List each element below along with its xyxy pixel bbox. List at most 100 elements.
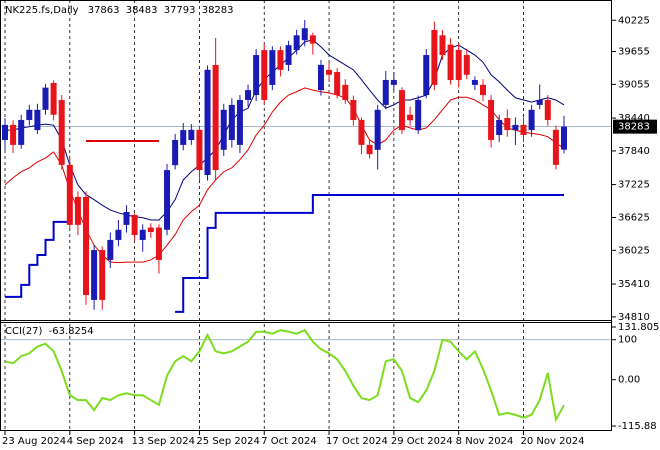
candle-body: [374, 109, 381, 150]
x-tick-label: 20 Nov 2024: [520, 436, 584, 447]
candle-body: [204, 69, 211, 176]
candle-body: [431, 29, 438, 85]
x-tick-label: 4 Sep 2024: [67, 436, 124, 447]
frame: [0, 0, 612, 431]
candle-body: [236, 99, 243, 145]
candle-body: [74, 196, 81, 225]
candle-body: [253, 55, 260, 96]
candle-body: [269, 50, 276, 85]
candle-body: [212, 64, 219, 171]
candle-body: [188, 129, 195, 140]
candle-body: [99, 250, 106, 300]
candle-body: [115, 229, 122, 240]
plot-layer: [2, 19, 567, 423]
y2-tick-label: -115.88: [618, 421, 657, 432]
candle-body: [123, 211, 130, 225]
candle-body: [488, 99, 495, 140]
candle-body: [544, 99, 551, 120]
candle-body: [447, 44, 454, 80]
header-close: 38283: [202, 5, 234, 16]
candle-body: [439, 35, 446, 56]
candle-body: [309, 35, 316, 44]
current-price-label: 38283: [618, 122, 650, 133]
y2-tick-label: 0.00: [618, 375, 640, 386]
candle-body: [415, 99, 422, 131]
candle-body: [34, 109, 41, 131]
candle-body: [155, 227, 162, 260]
candle-body: [496, 119, 503, 136]
indicator-title: CCI(27): [5, 326, 43, 337]
candle-body: [50, 82, 57, 115]
candle-body: [220, 109, 227, 150]
x-tick-label: 13 Sep 2024: [132, 436, 195, 447]
y-tick-label: 36625: [618, 212, 650, 223]
candle-body: [366, 144, 373, 155]
candle-body: [164, 170, 171, 230]
candle-body: [228, 104, 235, 140]
indicator-header: CCI(27) -63.8254: [5, 326, 94, 337]
candle-body: [301, 28, 308, 41]
y-tick-label: 39655: [618, 46, 650, 57]
x-tick-label: 29 Oct 2024: [391, 436, 453, 447]
y-tick-label: 40225: [618, 15, 650, 26]
candle-body: [342, 84, 349, 100]
candle-body: [277, 50, 284, 70]
candle-body: [10, 124, 17, 145]
candle-body: [561, 126, 567, 150]
moving-average: [5, 39, 565, 221]
y-tick-label: 38440: [618, 113, 650, 124]
header-low: 37793: [164, 5, 196, 16]
y-tick-label: 34810: [618, 312, 650, 323]
candle-body: [407, 114, 414, 121]
y2-tick-label: 131.805: [618, 322, 659, 333]
x-tick-label: 7 Oct 2024: [261, 436, 316, 447]
candle-body: [2, 124, 8, 140]
indicator-value: -63.8254: [49, 326, 94, 337]
candle-body: [285, 45, 292, 65]
y-tick-label: 39055: [618, 79, 650, 90]
candle-body: [317, 64, 324, 91]
candle-body: [455, 49, 462, 80]
candle-body: [58, 99, 65, 165]
header-high: 38483: [126, 5, 158, 16]
candle-body: [382, 79, 389, 105]
candle-body: [326, 69, 333, 75]
indicator-line: [4, 328, 565, 423]
candle-body: [107, 239, 114, 260]
candle-body: [42, 87, 49, 110]
candle-body: [293, 35, 300, 51]
symbol: NK225.fs,Daily: [5, 5, 79, 16]
candle-body: [245, 90, 252, 100]
candle-body: [471, 79, 478, 85]
candle-body: [536, 99, 543, 105]
x-tick-label: 25 Sep 2024: [196, 436, 259, 447]
candle-body: [334, 72, 341, 96]
candle-body: [26, 109, 33, 120]
candle-body: [350, 99, 357, 120]
candle-body: [261, 50, 268, 100]
y2-tick-label: 100: [618, 335, 637, 346]
candle-body: [398, 90, 405, 131]
candle-body: [172, 139, 179, 166]
candle-body: [463, 55, 470, 75]
candle-body: [18, 119, 25, 145]
candle-body: [390, 79, 397, 85]
candle-body: [423, 55, 430, 96]
candle-body: [180, 130, 187, 145]
header-open: 37863: [88, 5, 120, 16]
candle-body: [139, 229, 146, 240]
x-tick-label: 23 Aug 2024: [2, 436, 66, 447]
candle-body: [131, 215, 138, 236]
moving-average: [4, 87, 565, 264]
candle-body: [196, 129, 203, 171]
candle-body: [147, 227, 154, 232]
chart-header: NK225.fs,Daily 37863 38483 37793 38283: [5, 5, 234, 16]
candle-body: [83, 196, 90, 295]
candle-body: [504, 118, 511, 131]
current-price-box: [613, 119, 657, 134]
candle-body: [552, 129, 559, 165]
candle-body: [520, 124, 527, 136]
stop-line: [5, 193, 564, 313]
candle-body: [91, 250, 98, 300]
